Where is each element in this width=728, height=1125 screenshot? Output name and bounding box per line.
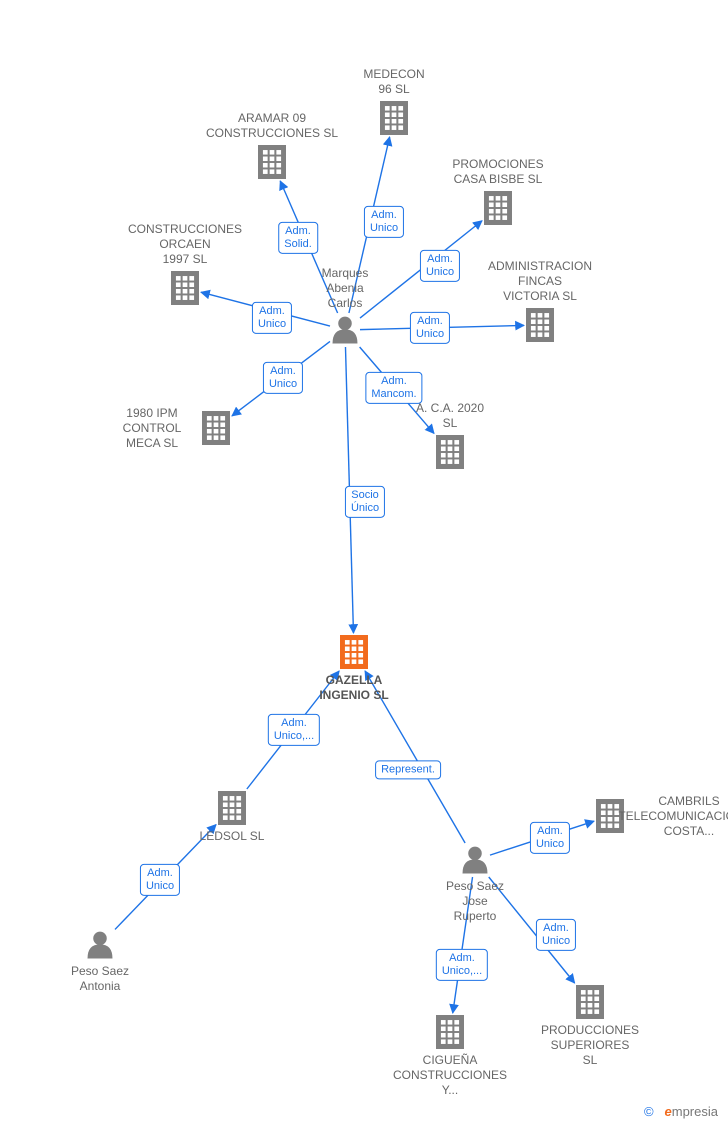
brand-letter: e [665, 1104, 672, 1119]
node-label-producc: PRODUCCIONES SUPERIORES SL [541, 1023, 639, 1068]
footer-credit: © empresia [644, 1104, 718, 1119]
node-label-orcaen: CONSTRUCCIONES ORCAEN 1997 SL [128, 222, 242, 267]
edge-label: Adm. Unico [536, 919, 576, 951]
person-icon[interactable] [88, 932, 113, 959]
edge-label: Adm. Unico [364, 206, 404, 238]
node-label-ciguena: CIGUEÑA CONSTRUCCIONES Y... [393, 1053, 507, 1098]
node-label-adminfin: ADMINISTRACION FINCAS VICTORIA SL [488, 259, 592, 304]
node-label-gazella: GAZELLA INGENIO SL [319, 673, 388, 703]
building-icon[interactable] [340, 635, 368, 669]
edge-label: Adm. Unico [252, 302, 292, 334]
node-label-marques: Marques Abenia Carlos [322, 266, 369, 311]
building-icon[interactable] [258, 145, 286, 179]
building-icon[interactable] [380, 101, 408, 135]
node-label-medecon: MEDECON 96 SL [363, 67, 424, 97]
node-label-aramar: ARAMAR 09 CONSTRUCCIONES SL [206, 111, 338, 141]
edge-label: Adm. Unico [420, 250, 460, 282]
edge-label: Adm. Unico [140, 864, 180, 896]
building-icon[interactable] [576, 985, 604, 1019]
edge-label: Adm. Unico [263, 362, 303, 394]
building-icon[interactable] [436, 435, 464, 469]
edge-label: Adm. Solid. [278, 222, 318, 254]
node-label-ledsol: LEDSOL SL [200, 829, 265, 844]
edge-label: Adm. Unico [410, 312, 450, 344]
edge-label: Adm. Unico [530, 822, 570, 854]
building-icon[interactable] [202, 411, 230, 445]
brand-rest: mpresia [672, 1104, 718, 1119]
building-icon[interactable] [171, 271, 199, 305]
copyright-symbol: © [644, 1104, 654, 1119]
building-icon[interactable] [218, 791, 246, 825]
edge-label: Adm. Unico,... [436, 949, 488, 981]
node-label-ruperto: Peso Saez Jose Ruperto [446, 879, 504, 924]
edge-label: Adm. Unico,... [268, 714, 320, 746]
building-icon[interactable] [526, 308, 554, 342]
network-canvas [0, 0, 728, 1125]
node-label-promoc: PROMOCIONES CASA BISBE SL [452, 157, 543, 187]
edge-label: Socio Único [345, 486, 385, 518]
building-icon[interactable] [436, 1015, 464, 1049]
person-icon[interactable] [463, 847, 488, 874]
edge-label: Represent. [375, 760, 441, 779]
node-label-cambrils: CAMBRILS TELECOMUNICACIONES COSTA... [618, 794, 728, 839]
node-label-aca: A. C.A. 2020 SL [416, 401, 484, 431]
node-label-ipm: 1980 IPM CONTROL MECA SL [123, 406, 182, 451]
building-icon[interactable] [484, 191, 512, 225]
node-label-antonia: Peso Saez Antonia [71, 964, 129, 994]
person-icon[interactable] [333, 317, 358, 344]
edge-label: Adm. Mancom. [365, 372, 422, 404]
